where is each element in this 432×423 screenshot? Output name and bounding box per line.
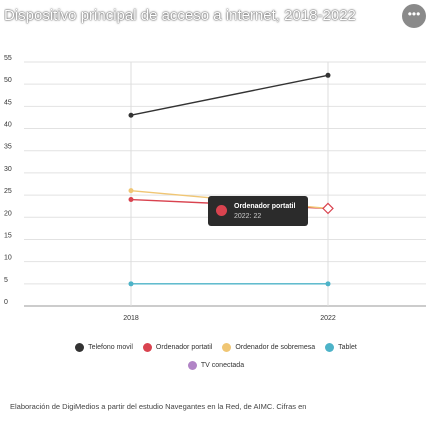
legend-item-ordenador-portatil[interactable]: Ordenador portatil <box>142 342 213 352</box>
y-tick-label: 5 <box>4 277 8 284</box>
legend-dot-icon <box>222 342 232 352</box>
legend-item-tablet[interactable]: Tablet <box>325 342 357 352</box>
legend-dot-icon <box>187 360 197 370</box>
legend: Telefono movil Ordenador portatil Ordena… <box>0 338 432 374</box>
data-point <box>128 197 134 203</box>
x-tick-label: 2022 <box>320 315 336 322</box>
legend-label: Tablet <box>338 343 357 351</box>
legend-label: Ordenador de sobremesa <box>235 343 316 351</box>
highlight-marker <box>322 202 334 215</box>
legend-label: TV conectada <box>200 361 245 369</box>
legend-label: Ordenador portatil <box>155 343 213 351</box>
y-tick-label: 25 <box>4 188 12 195</box>
tooltip-value: 2022: 22 <box>234 213 262 220</box>
legend-row-2: TV conectada <box>0 356 432 374</box>
data-point <box>325 72 331 78</box>
data-point <box>128 112 134 118</box>
y-tick-label: 10 <box>4 255 12 262</box>
tooltip-series-name: Ordenador portatil <box>234 203 296 210</box>
y-tick-label: 20 <box>4 210 12 217</box>
legend-dot-icon <box>75 342 85 352</box>
y-tick-label: 40 <box>4 122 12 129</box>
y-tick-label: 45 <box>4 99 12 106</box>
data-point <box>325 281 331 287</box>
series-line-0 <box>130 74 329 116</box>
data-point <box>128 188 134 194</box>
legend-row-1: Telefono movil Ordenador portatil Ordena… <box>0 338 432 356</box>
y-tick-label: 15 <box>4 232 12 239</box>
legend-item-telefono-movil[interactable]: Telefono movil <box>75 342 133 352</box>
legend-item-tv-conectada[interactable]: TV conectada <box>187 360 245 370</box>
y-tick-label: 50 <box>4 77 12 84</box>
tooltip: Ordenador portatil 2022: 22 <box>208 196 308 226</box>
y-tick-label: 0 <box>4 299 8 306</box>
legend-label: Telefono movil <box>88 343 133 351</box>
legend-item-ordenador-sobremesa[interactable]: Ordenador de sobremesa <box>222 342 316 352</box>
source-caption: Elaboración de DigiMedios a partir del e… <box>10 402 307 411</box>
legend-dot-icon <box>325 342 335 352</box>
x-tick-label: 2018 <box>123 315 139 322</box>
y-tick-label: 30 <box>4 166 12 173</box>
data-point <box>128 281 134 287</box>
ellipsis-icon[interactable]: ••• <box>402 4 426 28</box>
y-tick-label: 55 <box>4 55 12 62</box>
chart-title: Dispositivo principal de acceso a intern… <box>4 7 356 24</box>
legend-dot-icon <box>142 342 152 352</box>
y-tick-label: 35 <box>4 144 12 151</box>
tooltip-series-dot <box>216 205 227 216</box>
